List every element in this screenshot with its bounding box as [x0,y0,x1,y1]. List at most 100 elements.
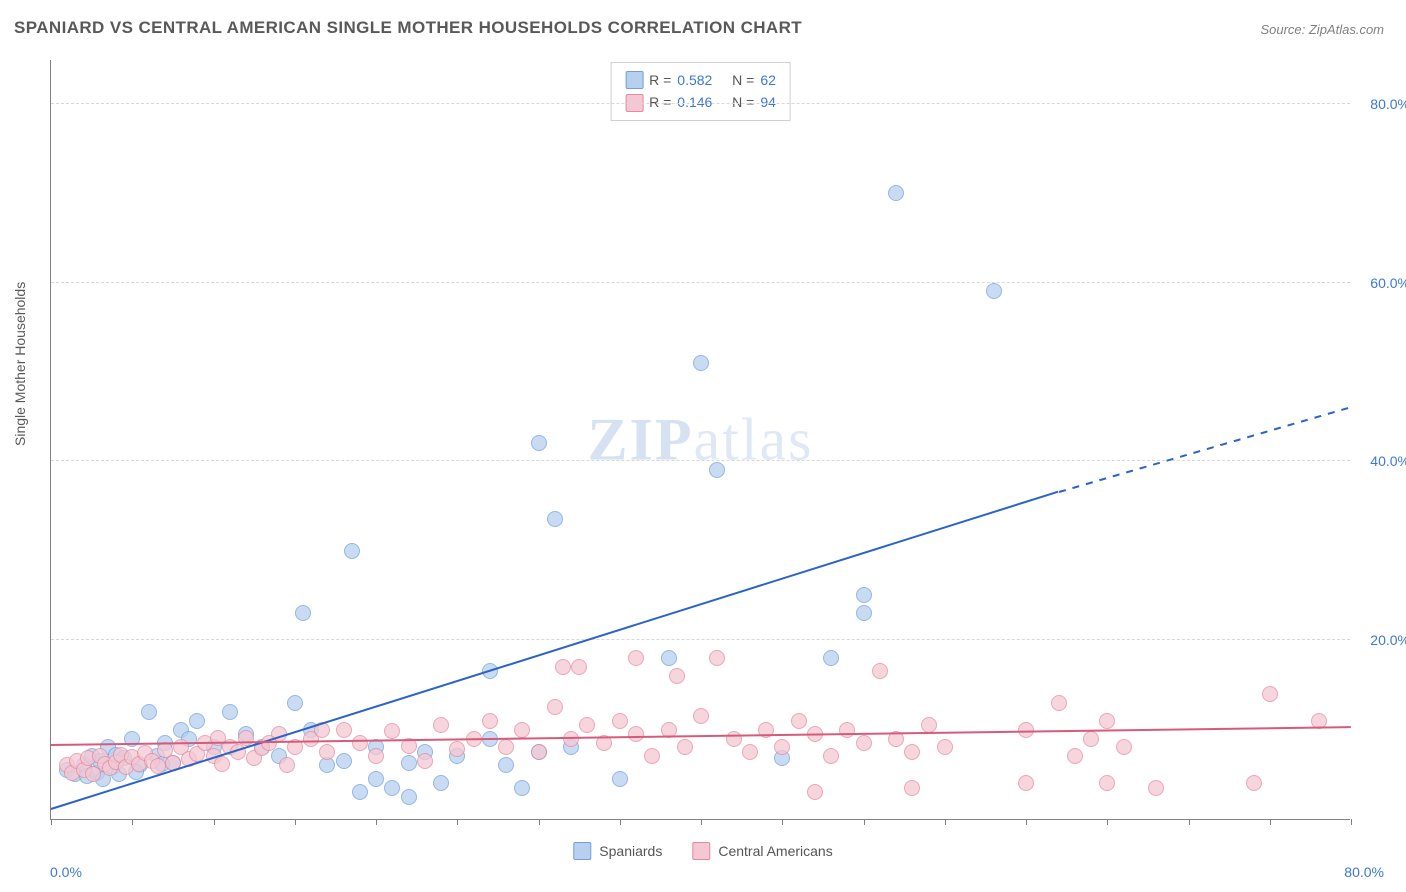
scatter-point [669,668,685,684]
scatter-point [295,605,311,621]
scatter-point [1067,748,1083,764]
scatter-point [336,753,352,769]
scatter-point [1051,695,1067,711]
scatter-point [823,650,839,666]
scatter-point [1246,775,1262,791]
scatter-point [612,713,628,729]
scatter-point [433,775,449,791]
scatter-point [1099,775,1115,791]
scatter-point [1018,775,1034,791]
y-tick-label: 80.0% [1370,96,1406,112]
scatter-point [547,699,563,715]
scatter-point [856,735,872,751]
scatter-point [433,717,449,733]
x-tick [51,819,52,825]
r-label: R = [649,69,671,91]
scatter-point [482,713,498,729]
scatter-point [1099,713,1115,729]
x-tick [457,819,458,825]
correlation-stats-legend: R = 0.582 N = 62 R = 0.146 N = 94 [610,62,791,121]
x-tick [132,819,133,825]
r-value-spaniards: 0.582 [677,69,712,91]
watermark: ZIPatlas [588,405,814,474]
legend-swatch-central-americans [692,842,710,860]
scatter-point [986,283,1002,299]
scatter-point [904,744,920,760]
scatter-point [709,650,725,666]
scatter-point [839,722,855,738]
scatter-point [514,722,530,738]
x-tick [295,819,296,825]
scatter-point [742,744,758,760]
scatter-point [628,650,644,666]
n-value-spaniards: 62 [760,69,776,91]
scatter-point [401,789,417,805]
x-tick [539,819,540,825]
x-tick [1107,819,1108,825]
scatter-point [319,744,335,760]
gridline [51,460,1350,461]
y-tick-label: 40.0% [1370,453,1406,469]
y-tick-label: 60.0% [1370,275,1406,291]
scatter-point [709,462,725,478]
scatter-point [791,713,807,729]
gridline [51,103,1350,104]
gridline [51,639,1350,640]
n-label: N = [732,69,754,91]
x-tick [1189,819,1190,825]
scatter-point [417,753,433,769]
x-tick [701,819,702,825]
scatter-point [498,739,514,755]
scatter-point [628,726,644,742]
scatter-point [1116,739,1132,755]
scatter-point [856,605,872,621]
x-tick [214,819,215,825]
scatter-point [222,704,238,720]
scatter-point [336,722,352,738]
scatter-point [344,543,360,559]
scatter-point [384,780,400,796]
scatter-point [1262,686,1278,702]
watermark-bold: ZIP [588,406,694,472]
legend-swatch-spaniards [573,842,591,860]
scatter-point [774,739,790,755]
scatter-point [547,511,563,527]
legend-item-spaniards: Spaniards [573,842,662,860]
scatter-plot-area: ZIPatlas R = 0.582 N = 62 R = 0.146 N = … [50,60,1350,820]
scatter-point [352,735,368,751]
scatter-point [661,650,677,666]
scatter-point [856,587,872,603]
x-tick [945,819,946,825]
y-axis-title: Single Mother Households [12,282,28,446]
scatter-point [401,755,417,771]
x-tick [620,819,621,825]
x-axis-max-label: 80.0% [1344,864,1384,880]
x-tick [376,819,377,825]
trend-line [1058,406,1351,493]
scatter-point [644,748,660,764]
x-tick [1026,819,1027,825]
scatter-point [141,704,157,720]
legend-label-central-americans: Central Americans [718,843,832,859]
x-tick [1351,819,1352,825]
scatter-point [888,185,904,201]
scatter-point [498,757,514,773]
trend-line [51,491,1059,810]
source-attribution: Source: ZipAtlas.com [1260,22,1384,37]
scatter-point [937,739,953,755]
scatter-point [368,748,384,764]
scatter-point [807,784,823,800]
scatter-point [531,744,547,760]
watermark-light: atlas [694,406,814,472]
swatch-spaniards [625,71,643,89]
scatter-point [514,780,530,796]
scatter-point [693,708,709,724]
x-tick [782,819,783,825]
scatter-point [384,723,400,739]
scatter-point [726,731,742,747]
scatter-point [872,663,888,679]
legend-label-spaniards: Spaniards [599,843,662,859]
scatter-point [612,771,628,787]
series-legend: Spaniards Central Americans [573,842,832,860]
scatter-point [823,748,839,764]
